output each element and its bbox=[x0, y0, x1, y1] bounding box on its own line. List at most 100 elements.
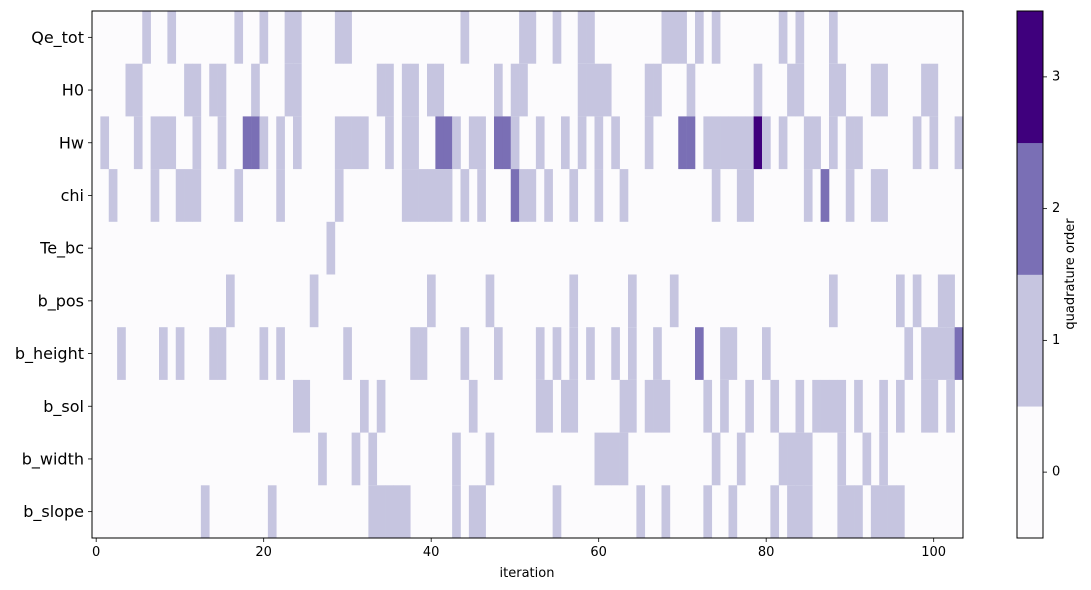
heatmap-cell bbox=[736, 169, 746, 222]
heatmap-cell bbox=[720, 116, 729, 170]
heatmap-cell bbox=[703, 116, 713, 170]
heatmap-cell bbox=[745, 379, 754, 433]
heatmap-cell bbox=[720, 327, 729, 380]
heatmap-cell bbox=[728, 485, 738, 538]
heatmap-cell bbox=[552, 11, 562, 64]
heatmap-cell bbox=[410, 63, 419, 117]
heatmap-cell bbox=[125, 63, 135, 117]
heatmap-cell bbox=[954, 116, 964, 170]
heatmap-cell bbox=[167, 116, 177, 170]
heatmap-cell bbox=[519, 169, 528, 222]
heatmap-cell bbox=[401, 485, 411, 538]
y-tick-label: b_sol bbox=[43, 397, 84, 417]
heatmap-cell bbox=[896, 274, 905, 328]
heatmap-cell bbox=[896, 485, 905, 538]
heatmap-cell bbox=[209, 327, 218, 380]
heatmap-cell bbox=[477, 485, 486, 538]
heatmap-cell bbox=[803, 169, 813, 222]
heatmap-cell bbox=[552, 327, 562, 380]
heatmap-cell bbox=[720, 379, 729, 433]
heatmap-cell bbox=[594, 432, 604, 486]
heatmap-cell bbox=[820, 379, 830, 433]
heatmap-cell bbox=[594, 116, 604, 170]
heatmap-cell bbox=[812, 379, 821, 433]
heatmap-cell bbox=[284, 11, 294, 64]
heatmap-cell bbox=[460, 11, 470, 64]
heatmap-cell bbox=[494, 63, 503, 117]
heatmap-cell bbox=[561, 116, 570, 170]
heatmap-cell bbox=[921, 327, 930, 380]
heatmap-cell bbox=[577, 11, 587, 64]
y-tick-label: b_pos bbox=[38, 291, 84, 311]
y-tick-label: H0 bbox=[62, 81, 84, 100]
heatmap-cell bbox=[921, 63, 930, 117]
heatmap-cell bbox=[192, 169, 202, 222]
heatmap-cell bbox=[494, 116, 503, 170]
heatmap-cell bbox=[602, 63, 612, 117]
y-tick-label: Qe_tot bbox=[31, 28, 84, 48]
heatmap-cell bbox=[259, 116, 269, 170]
heatmap-cell bbox=[912, 116, 922, 170]
heatmap-cell bbox=[728, 116, 738, 170]
heatmap-cell bbox=[628, 379, 637, 433]
heatmap-cell bbox=[100, 116, 110, 170]
heatmap-cell bbox=[385, 63, 394, 117]
heatmap-cell bbox=[552, 485, 562, 538]
heatmap-cell bbox=[879, 63, 888, 117]
heatmap-cell bbox=[535, 116, 545, 170]
heatmap-cell bbox=[351, 432, 361, 486]
heatmap-cell bbox=[468, 379, 478, 433]
heatmap-cell bbox=[745, 169, 754, 222]
heatmap-cell bbox=[921, 379, 930, 433]
heatmap-cell bbox=[678, 116, 687, 170]
heatmap-cell bbox=[401, 63, 411, 117]
heatmap-cell bbox=[477, 116, 486, 170]
heatmap-cell bbox=[293, 11, 302, 64]
heatmap-cell bbox=[929, 379, 939, 433]
heatmap-cell bbox=[778, 11, 788, 64]
heatmap-cell bbox=[695, 11, 704, 64]
y-tick-label: chi bbox=[61, 186, 84, 205]
heatmap-cell bbox=[452, 485, 461, 538]
heatmap-cell bbox=[427, 169, 436, 222]
heatmap-cell bbox=[837, 63, 847, 117]
colorbar: 0 1 2 3 bbox=[1016, 10, 1060, 539]
heatmap-cell bbox=[795, 432, 805, 486]
heatmap-cell bbox=[159, 116, 168, 170]
heatmap-cell bbox=[184, 63, 193, 117]
heatmap-cell bbox=[318, 432, 327, 486]
x-tick-label: 60 bbox=[590, 545, 607, 560]
heatmap-cell bbox=[452, 116, 461, 170]
heatmap-cell bbox=[267, 485, 277, 538]
heatmap-cell bbox=[703, 485, 713, 538]
heatmap-cell bbox=[368, 432, 378, 486]
heatmap-cell bbox=[510, 63, 520, 117]
heatmap-cell bbox=[468, 485, 478, 538]
heatmap-cell bbox=[703, 379, 713, 433]
heatmap-cell bbox=[845, 169, 855, 222]
heatmap-cell bbox=[519, 11, 528, 64]
heatmap-cell bbox=[711, 116, 721, 170]
colorbar-tick-label: 1 bbox=[1052, 333, 1060, 348]
heatmap-cell bbox=[845, 485, 855, 538]
heatmap-cell bbox=[544, 169, 553, 222]
heatmap-cell bbox=[862, 432, 872, 486]
heatmap-cell bbox=[653, 327, 662, 380]
heatmap-cell bbox=[334, 11, 344, 64]
heatmap-cell bbox=[586, 11, 595, 64]
heatmap-cell bbox=[192, 63, 202, 117]
heatmap-cell bbox=[343, 11, 352, 64]
heatmap-cell bbox=[234, 169, 244, 222]
heatmap-cell bbox=[929, 327, 939, 380]
heatmap-cell bbox=[602, 432, 612, 486]
heatmap-cell bbox=[259, 327, 269, 380]
heatmap-cell bbox=[435, 63, 445, 117]
heatmap-cell bbox=[293, 379, 302, 433]
x-tick-label: 20 bbox=[255, 545, 272, 560]
heatmap-cell bbox=[669, 11, 679, 64]
heatmap-cell bbox=[937, 327, 947, 380]
heatmap-cell bbox=[762, 327, 771, 380]
heatmap-cell bbox=[293, 116, 302, 170]
heatmap-cell bbox=[452, 432, 461, 486]
heatmap-cell bbox=[443, 169, 453, 222]
